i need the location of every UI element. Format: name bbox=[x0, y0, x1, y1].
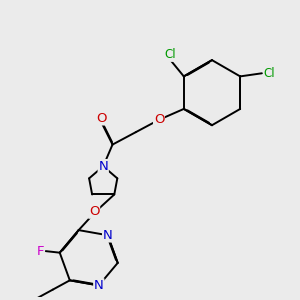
Text: O: O bbox=[89, 205, 99, 218]
Text: N: N bbox=[103, 229, 112, 242]
Text: Cl: Cl bbox=[164, 48, 176, 61]
Text: N: N bbox=[94, 279, 104, 292]
Text: F: F bbox=[37, 244, 44, 258]
Text: O: O bbox=[96, 112, 107, 125]
Text: Cl: Cl bbox=[264, 67, 275, 80]
Text: O: O bbox=[154, 113, 164, 126]
Text: N: N bbox=[98, 160, 108, 173]
